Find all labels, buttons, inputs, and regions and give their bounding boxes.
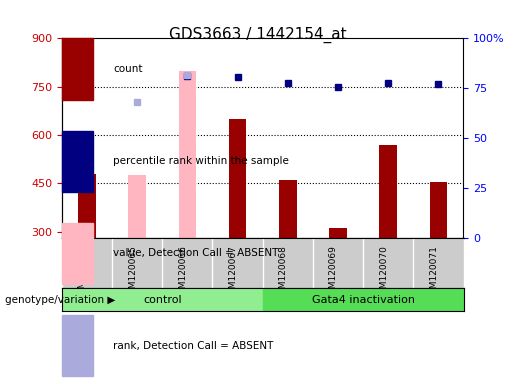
Text: GDS3663 / 1442154_at: GDS3663 / 1442154_at [169,27,346,43]
Bar [279,180,297,238]
Text: GSM120067: GSM120067 [229,246,237,300]
Text: Gata4 inactivation: Gata4 inactivation [312,295,415,305]
Bar [78,174,96,238]
Bar [229,119,246,238]
Text: value, Detection Call = ABSENT: value, Detection Call = ABSENT [113,248,279,258]
Text: GSM120066: GSM120066 [178,246,187,300]
Text: GSM120069: GSM120069 [329,246,338,300]
Text: genotype/variation ▶: genotype/variation ▶ [5,295,115,305]
Text: rank, Detection Call = ABSENT: rank, Detection Call = ABSENT [113,341,273,351]
Bar [380,145,397,238]
Bar [179,71,196,238]
Text: GSM120064: GSM120064 [78,246,87,300]
Bar [430,182,447,238]
Text: GSM120070: GSM120070 [379,246,388,300]
Text: GSM120065: GSM120065 [128,246,137,300]
Bar [263,288,464,311]
Text: percentile rank within the sample: percentile rank within the sample [113,156,289,166]
Text: GSM120071: GSM120071 [430,246,438,300]
Bar [128,175,146,238]
Text: count: count [113,64,143,74]
Bar [62,288,263,311]
Bar [329,228,347,238]
Text: control: control [143,295,181,305]
Text: GSM120068: GSM120068 [279,246,288,300]
